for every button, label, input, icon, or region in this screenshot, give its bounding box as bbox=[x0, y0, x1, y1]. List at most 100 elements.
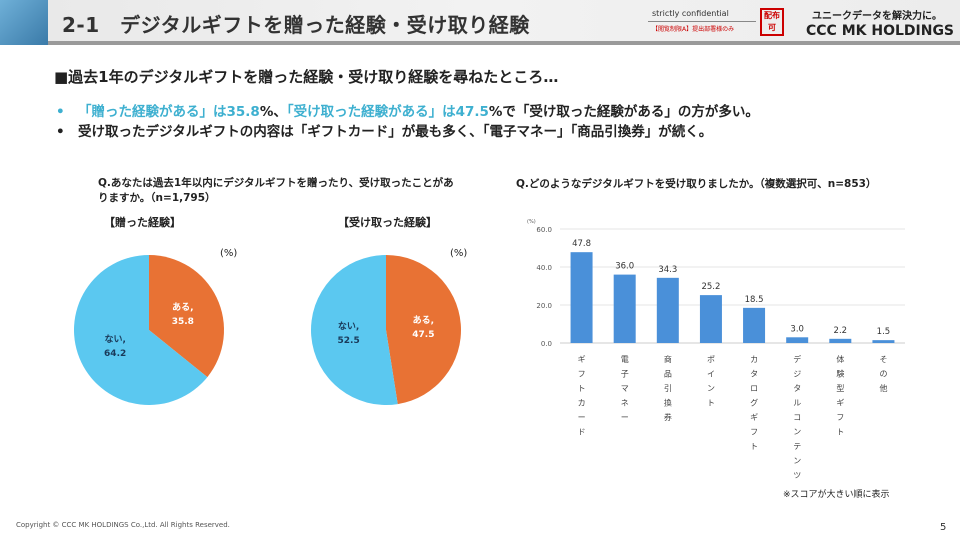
x-tick-label: ト bbox=[578, 384, 586, 393]
pie1-label-0: ある, bbox=[172, 302, 193, 313]
x-tick-label: ー bbox=[578, 413, 586, 422]
x-tick-label: ー bbox=[621, 413, 629, 422]
x-tick-label: コ bbox=[793, 413, 801, 422]
bullet-text: 受け取ったデジタルギフトの内容は「ギフトカード」が最も多く、「電子マネー」「商品… bbox=[78, 124, 713, 140]
bar-value-label: 1.5 bbox=[877, 327, 891, 337]
x-tick-label: 券 bbox=[664, 412, 672, 422]
page-number: 5 bbox=[940, 522, 947, 533]
x-tick-label: カ bbox=[578, 399, 586, 408]
x-tick-label: グ bbox=[750, 398, 758, 408]
pie-question: Q.あなたは過去1年以内にデジタルギフトを贈ったり、受け取ったことがありますか。… bbox=[98, 177, 454, 204]
pie2-value-0: 47.5 bbox=[412, 330, 434, 340]
pie1-unit: (%) bbox=[220, 248, 238, 259]
pie2-label-1: ない, bbox=[338, 321, 359, 332]
x-tick-label: フ bbox=[750, 428, 758, 437]
x-tick-label: テ bbox=[793, 442, 801, 451]
x-tick-label: ギ bbox=[578, 355, 586, 364]
bullet-dot: • bbox=[56, 124, 65, 140]
x-tick-label: ン bbox=[793, 428, 801, 437]
x-tick-label: ト bbox=[836, 428, 844, 437]
bar-value-label: 3.0 bbox=[790, 324, 804, 334]
pie2-slice-0 bbox=[386, 255, 462, 405]
bullet-1: • 「贈った経験がある」は35.8%、「受け取った経験がある」は47.5%で「受け… bbox=[56, 100, 759, 120]
bullet-text: %、 bbox=[259, 104, 287, 120]
x-tick-label: 換 bbox=[664, 398, 672, 408]
subtitle: ■過去1年のデジタルギフトを贈った経験・受け取り経験を尋ねたところ… bbox=[54, 68, 559, 86]
bar-value-label: 18.5 bbox=[745, 295, 764, 305]
y-tick-label: 60.0 bbox=[536, 226, 552, 234]
x-tick-label: マ bbox=[621, 384, 629, 393]
bar-value-label: 25.2 bbox=[701, 282, 720, 292]
y-tick-label: 40.0 bbox=[536, 264, 552, 272]
x-tick-label: 型 bbox=[836, 384, 844, 393]
confidential-label: strictly confidential bbox=[648, 8, 756, 22]
x-tick-label: そ bbox=[879, 355, 887, 364]
bar bbox=[699, 295, 722, 343]
header-photo bbox=[0, 0, 48, 45]
bullet-2: • 受け取ったデジタルギフトの内容は「ギフトカード」が最も多く、「電子マネー」「商… bbox=[56, 120, 712, 140]
x-tick-label: フ bbox=[578, 370, 586, 379]
pie1-title: 【贈った経験】 bbox=[104, 216, 181, 229]
sort-note: ※スコアが大きい順に表示 bbox=[783, 490, 890, 500]
x-tick-label: 験 bbox=[836, 370, 844, 379]
pie1-value-1: 64.2 bbox=[104, 349, 126, 359]
x-tick-label: ネ bbox=[621, 399, 629, 408]
x-tick-label: カ bbox=[750, 355, 758, 364]
y-tick-label: 0.0 bbox=[541, 340, 552, 348]
company-logo: CCC MK HOLDINGS bbox=[806, 23, 955, 39]
pie2-label-0: ある, bbox=[413, 315, 434, 326]
bar-value-label: 36.0 bbox=[615, 262, 634, 272]
bar bbox=[656, 277, 679, 343]
x-tick-label: ン bbox=[793, 457, 801, 466]
x-tick-label: タ bbox=[750, 370, 758, 379]
x-tick-label: ツ bbox=[793, 471, 801, 480]
x-tick-label: 子 bbox=[621, 370, 629, 379]
bar-value-label: 2.2 bbox=[834, 326, 848, 336]
bar bbox=[613, 274, 636, 343]
bar-ylabel: (%) bbox=[527, 219, 536, 225]
x-tick-label: ジ bbox=[793, 370, 801, 379]
pie2-unit: (%) bbox=[450, 248, 468, 259]
x-tick-label: ギ bbox=[750, 413, 758, 422]
pie1-slice-1 bbox=[74, 255, 208, 405]
bullet-dot: • bbox=[56, 104, 65, 120]
bar bbox=[786, 337, 809, 343]
x-tick-label: イ bbox=[707, 370, 715, 379]
highlight-text: 「贈った経験がある」は35.8 bbox=[78, 104, 260, 120]
x-tick-label: 他 bbox=[879, 383, 887, 393]
x-tick-label: 体 bbox=[836, 354, 844, 364]
tagline: ユニークデータを解決力に。 bbox=[812, 11, 942, 22]
x-tick-label: 品 bbox=[664, 370, 672, 379]
pie2-title: 【受け取った経験】 bbox=[338, 216, 437, 229]
page-title: 2-1 デジタルギフトを贈った経験・受け取り経験 bbox=[62, 13, 530, 37]
x-tick-label: ト bbox=[707, 399, 715, 408]
highlight-text: 「受け取った経験がある」は47.5 bbox=[286, 104, 489, 120]
restriction-label: 【閲覧制限A】提出部署様のみ bbox=[652, 26, 735, 33]
x-tick-label: の bbox=[879, 370, 887, 379]
x-tick-label: ド bbox=[578, 428, 586, 437]
x-tick-label: ロ bbox=[750, 384, 758, 393]
x-tick-label: タ bbox=[793, 384, 801, 393]
x-tick-label: ギ bbox=[836, 399, 844, 408]
x-tick-label: ル bbox=[793, 399, 801, 408]
x-tick-label: フ bbox=[836, 413, 844, 422]
bar bbox=[872, 340, 895, 343]
pie1-label-1: ない, bbox=[104, 334, 125, 345]
x-tick-label: 電 bbox=[621, 355, 629, 364]
bar-value-label: 34.3 bbox=[658, 265, 677, 275]
bullet-text: %で「受け取った経験がある」の方が多い。 bbox=[488, 104, 759, 120]
pie2-value-1: 52.5 bbox=[338, 336, 360, 346]
header-bar: 2-1 デジタルギフトを贈った経験・受け取り経験 strictly confid… bbox=[0, 0, 960, 45]
distribution-stamp: 配布可 bbox=[760, 8, 784, 36]
bar bbox=[570, 252, 593, 343]
x-tick-label: デ bbox=[793, 354, 801, 364]
y-tick-label: 20.0 bbox=[536, 302, 552, 310]
x-tick-label: ン bbox=[707, 384, 715, 393]
x-tick-label: ト bbox=[750, 442, 758, 451]
bar bbox=[829, 338, 852, 343]
pie2-slice-1 bbox=[311, 255, 398, 405]
x-tick-label: 商 bbox=[664, 354, 672, 364]
pie1-value-0: 35.8 bbox=[172, 317, 194, 327]
pie1-slice-0 bbox=[149, 255, 224, 378]
